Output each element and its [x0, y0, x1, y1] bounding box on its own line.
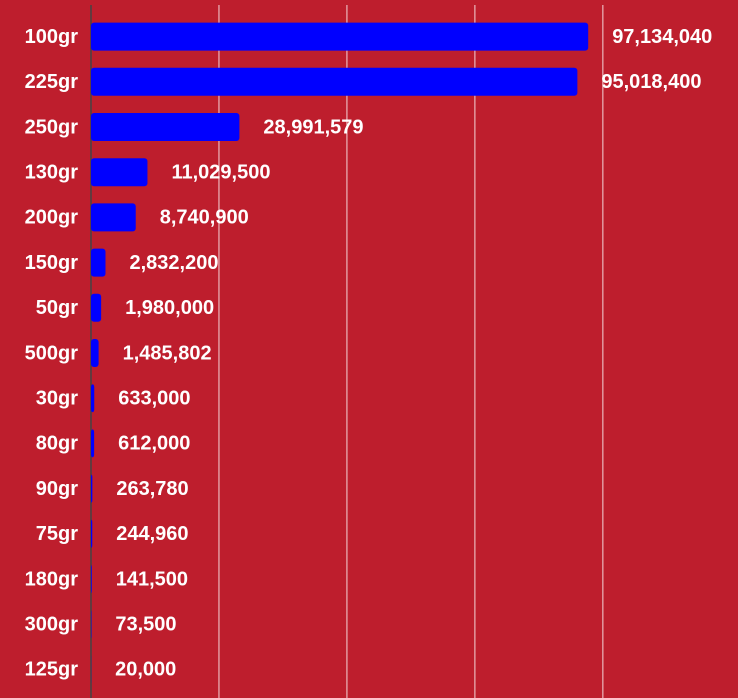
- value-label: 1,485,802: [123, 342, 212, 364]
- bar: [91, 113, 240, 141]
- bar: [91, 293, 102, 322]
- bar: [91, 22, 589, 51]
- bar: [91, 67, 578, 96]
- y-tick-label: 125gr: [25, 659, 79, 681]
- bar: [91, 429, 95, 458]
- value-label: 28,991,579: [263, 116, 363, 138]
- bar: [91, 519, 93, 548]
- bar: [91, 384, 95, 413]
- value-label: 1,980,000: [125, 297, 214, 319]
- y-tick-label: 130gr: [25, 161, 79, 183]
- value-label: 244,960: [116, 523, 188, 545]
- bar: [91, 565, 92, 593]
- y-tick-label: 75gr: [36, 523, 78, 545]
- bar: [91, 158, 148, 187]
- y-tick-label: 100gr: [25, 26, 79, 48]
- value-label: 11,029,500: [171, 161, 270, 183]
- y-tick-label: 80gr: [36, 433, 78, 455]
- bar: [91, 339, 99, 367]
- value-label: 2,832,200: [129, 252, 218, 274]
- y-tick-label: 180gr: [25, 568, 79, 590]
- bar: [91, 203, 136, 232]
- y-tick-label: 50gr: [36, 297, 78, 319]
- y-tick-label: 200gr: [25, 207, 79, 229]
- bar: [91, 474, 93, 503]
- value-label: 95,018,400: [601, 71, 701, 93]
- value-label: 8,740,900: [160, 207, 249, 229]
- y-tick-label: 150gr: [25, 252, 79, 274]
- value-label: 20,000: [115, 659, 176, 681]
- value-label: 633,000: [118, 387, 190, 409]
- y-tick-label: 300gr: [25, 613, 79, 635]
- value-label: 73,500: [115, 613, 176, 635]
- value-label: 263,780: [116, 478, 188, 500]
- y-tick-label: 500gr: [25, 342, 79, 364]
- value-label: 97,134,040: [612, 26, 712, 48]
- y-tick-label: 30gr: [36, 387, 78, 409]
- y-tick-label: 225gr: [25, 71, 79, 93]
- value-label: 612,000: [118, 433, 190, 455]
- y-tick-label: 90gr: [36, 478, 78, 500]
- bar: [91, 248, 106, 277]
- y-tick-label: 250gr: [25, 116, 79, 138]
- value-label: 141,500: [116, 568, 188, 590]
